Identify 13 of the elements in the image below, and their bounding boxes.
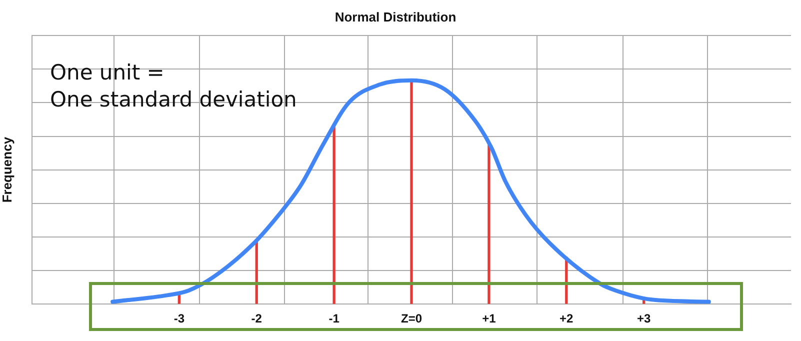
bar [488,144,490,304]
x-tick-label: Z=0 [400,312,422,326]
annotation: One unit = One standard deviation [50,60,297,112]
x-tick-label: +1 [482,312,496,326]
x-tick-label: -2 [251,312,262,326]
x-tick-label: -3 [174,312,185,326]
x-tick-label: -1 [328,312,340,326]
x-tick-label: +2 [560,312,574,326]
bar [410,80,413,304]
bar [332,126,336,304]
y-axis-title: Frequency [0,136,14,203]
x-tick-label: +3 [637,312,652,326]
chart-title: Normal Distribution [334,9,456,24]
